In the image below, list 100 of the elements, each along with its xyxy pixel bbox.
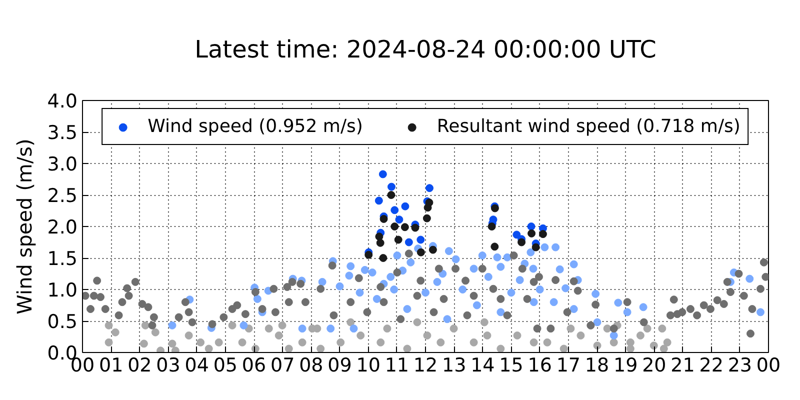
y-tick-label: 3.5 — [47, 122, 78, 144]
point — [284, 344, 293, 352]
point — [626, 338, 634, 346]
point — [316, 344, 325, 352]
x-tick-label: 15 — [499, 354, 524, 376]
x-tick-label: 05 — [213, 354, 238, 376]
point — [141, 321, 150, 330]
point — [336, 338, 345, 346]
legend-label: Wind speed (0.952 m/s) — [148, 116, 363, 137]
point — [413, 318, 422, 326]
point — [532, 243, 540, 252]
point — [416, 248, 425, 256]
point — [264, 324, 273, 333]
point — [411, 224, 420, 232]
point — [151, 328, 160, 336]
point — [171, 346, 180, 352]
point — [480, 318, 488, 326]
point — [650, 342, 658, 350]
x-tick-label: 21 — [670, 354, 695, 376]
x-tick-label: 19 — [613, 354, 638, 376]
x-tick-label: 01 — [98, 354, 124, 376]
x-tick-label: 22 — [699, 354, 724, 376]
point — [401, 202, 410, 210]
point — [204, 344, 213, 352]
point — [566, 324, 575, 333]
point — [603, 324, 612, 333]
point — [636, 331, 644, 340]
point — [660, 344, 668, 352]
point — [111, 328, 120, 336]
x-tick-label: 13 — [442, 354, 466, 376]
point — [610, 338, 618, 346]
x-tick-label: 11 — [384, 354, 410, 376]
point — [428, 246, 437, 254]
x-tick-label: 02 — [128, 354, 152, 376]
point — [390, 222, 399, 230]
x-tick-label: 20 — [642, 354, 666, 376]
x-tick-label: 14 — [470, 354, 495, 376]
point — [513, 331, 522, 340]
point — [400, 223, 409, 232]
x-tick-label: 17 — [556, 354, 581, 376]
point — [140, 340, 148, 348]
legend-label: Resultant wind speed (0.718 m/s) — [436, 116, 740, 137]
y-tick-label: 3.0 — [47, 154, 78, 176]
x-tick-label: 03 — [156, 354, 180, 376]
point — [196, 338, 205, 346]
point — [298, 338, 306, 346]
x-tick-label: 10 — [356, 354, 380, 376]
point — [538, 230, 547, 238]
x-tick-label: 16 — [528, 354, 552, 376]
point — [527, 222, 536, 230]
point — [394, 236, 402, 244]
point — [274, 331, 283, 340]
y-tick-label: 2.5 — [47, 185, 78, 207]
point — [450, 324, 458, 333]
x-tick-label: 00 — [756, 354, 781, 376]
point — [416, 236, 425, 244]
y-tick-label: 2.0 — [47, 216, 78, 238]
x-tick-label: 18 — [584, 354, 610, 376]
point — [184, 331, 193, 340]
point — [470, 338, 478, 346]
point — [403, 344, 412, 352]
point — [483, 331, 492, 340]
point — [374, 196, 383, 205]
point — [214, 338, 223, 346]
point — [593, 342, 602, 350]
point — [663, 338, 672, 346]
point — [387, 191, 396, 199]
point — [422, 214, 431, 222]
x-tick-label: 06 — [242, 354, 266, 376]
point — [658, 324, 666, 333]
x-tick-label: 08 — [299, 354, 324, 376]
x-tick-label: 04 — [184, 354, 209, 376]
point — [346, 318, 355, 326]
y-tick-label: 0.5 — [47, 311, 78, 333]
point — [436, 338, 445, 346]
point — [104, 338, 113, 346]
point — [278, 321, 286, 330]
point — [423, 331, 432, 340]
point — [528, 229, 536, 238]
point — [518, 238, 526, 246]
point — [383, 324, 392, 333]
point — [378, 170, 387, 178]
point — [390, 206, 399, 214]
point — [104, 321, 113, 330]
point — [238, 338, 246, 346]
point — [496, 344, 505, 352]
y-tick-label: 1.0 — [47, 280, 78, 302]
point — [376, 338, 385, 346]
x-tick-label: 23 — [728, 354, 752, 376]
point — [379, 254, 388, 262]
x-tick-label: 12 — [413, 354, 438, 376]
point — [543, 338, 552, 346]
y-axis-title: Wind speed (m/s) — [12, 138, 36, 314]
point — [530, 338, 538, 346]
point — [376, 238, 384, 247]
point — [560, 344, 568, 352]
point — [576, 331, 585, 340]
point — [380, 214, 388, 223]
point — [156, 346, 165, 352]
point — [512, 230, 521, 239]
